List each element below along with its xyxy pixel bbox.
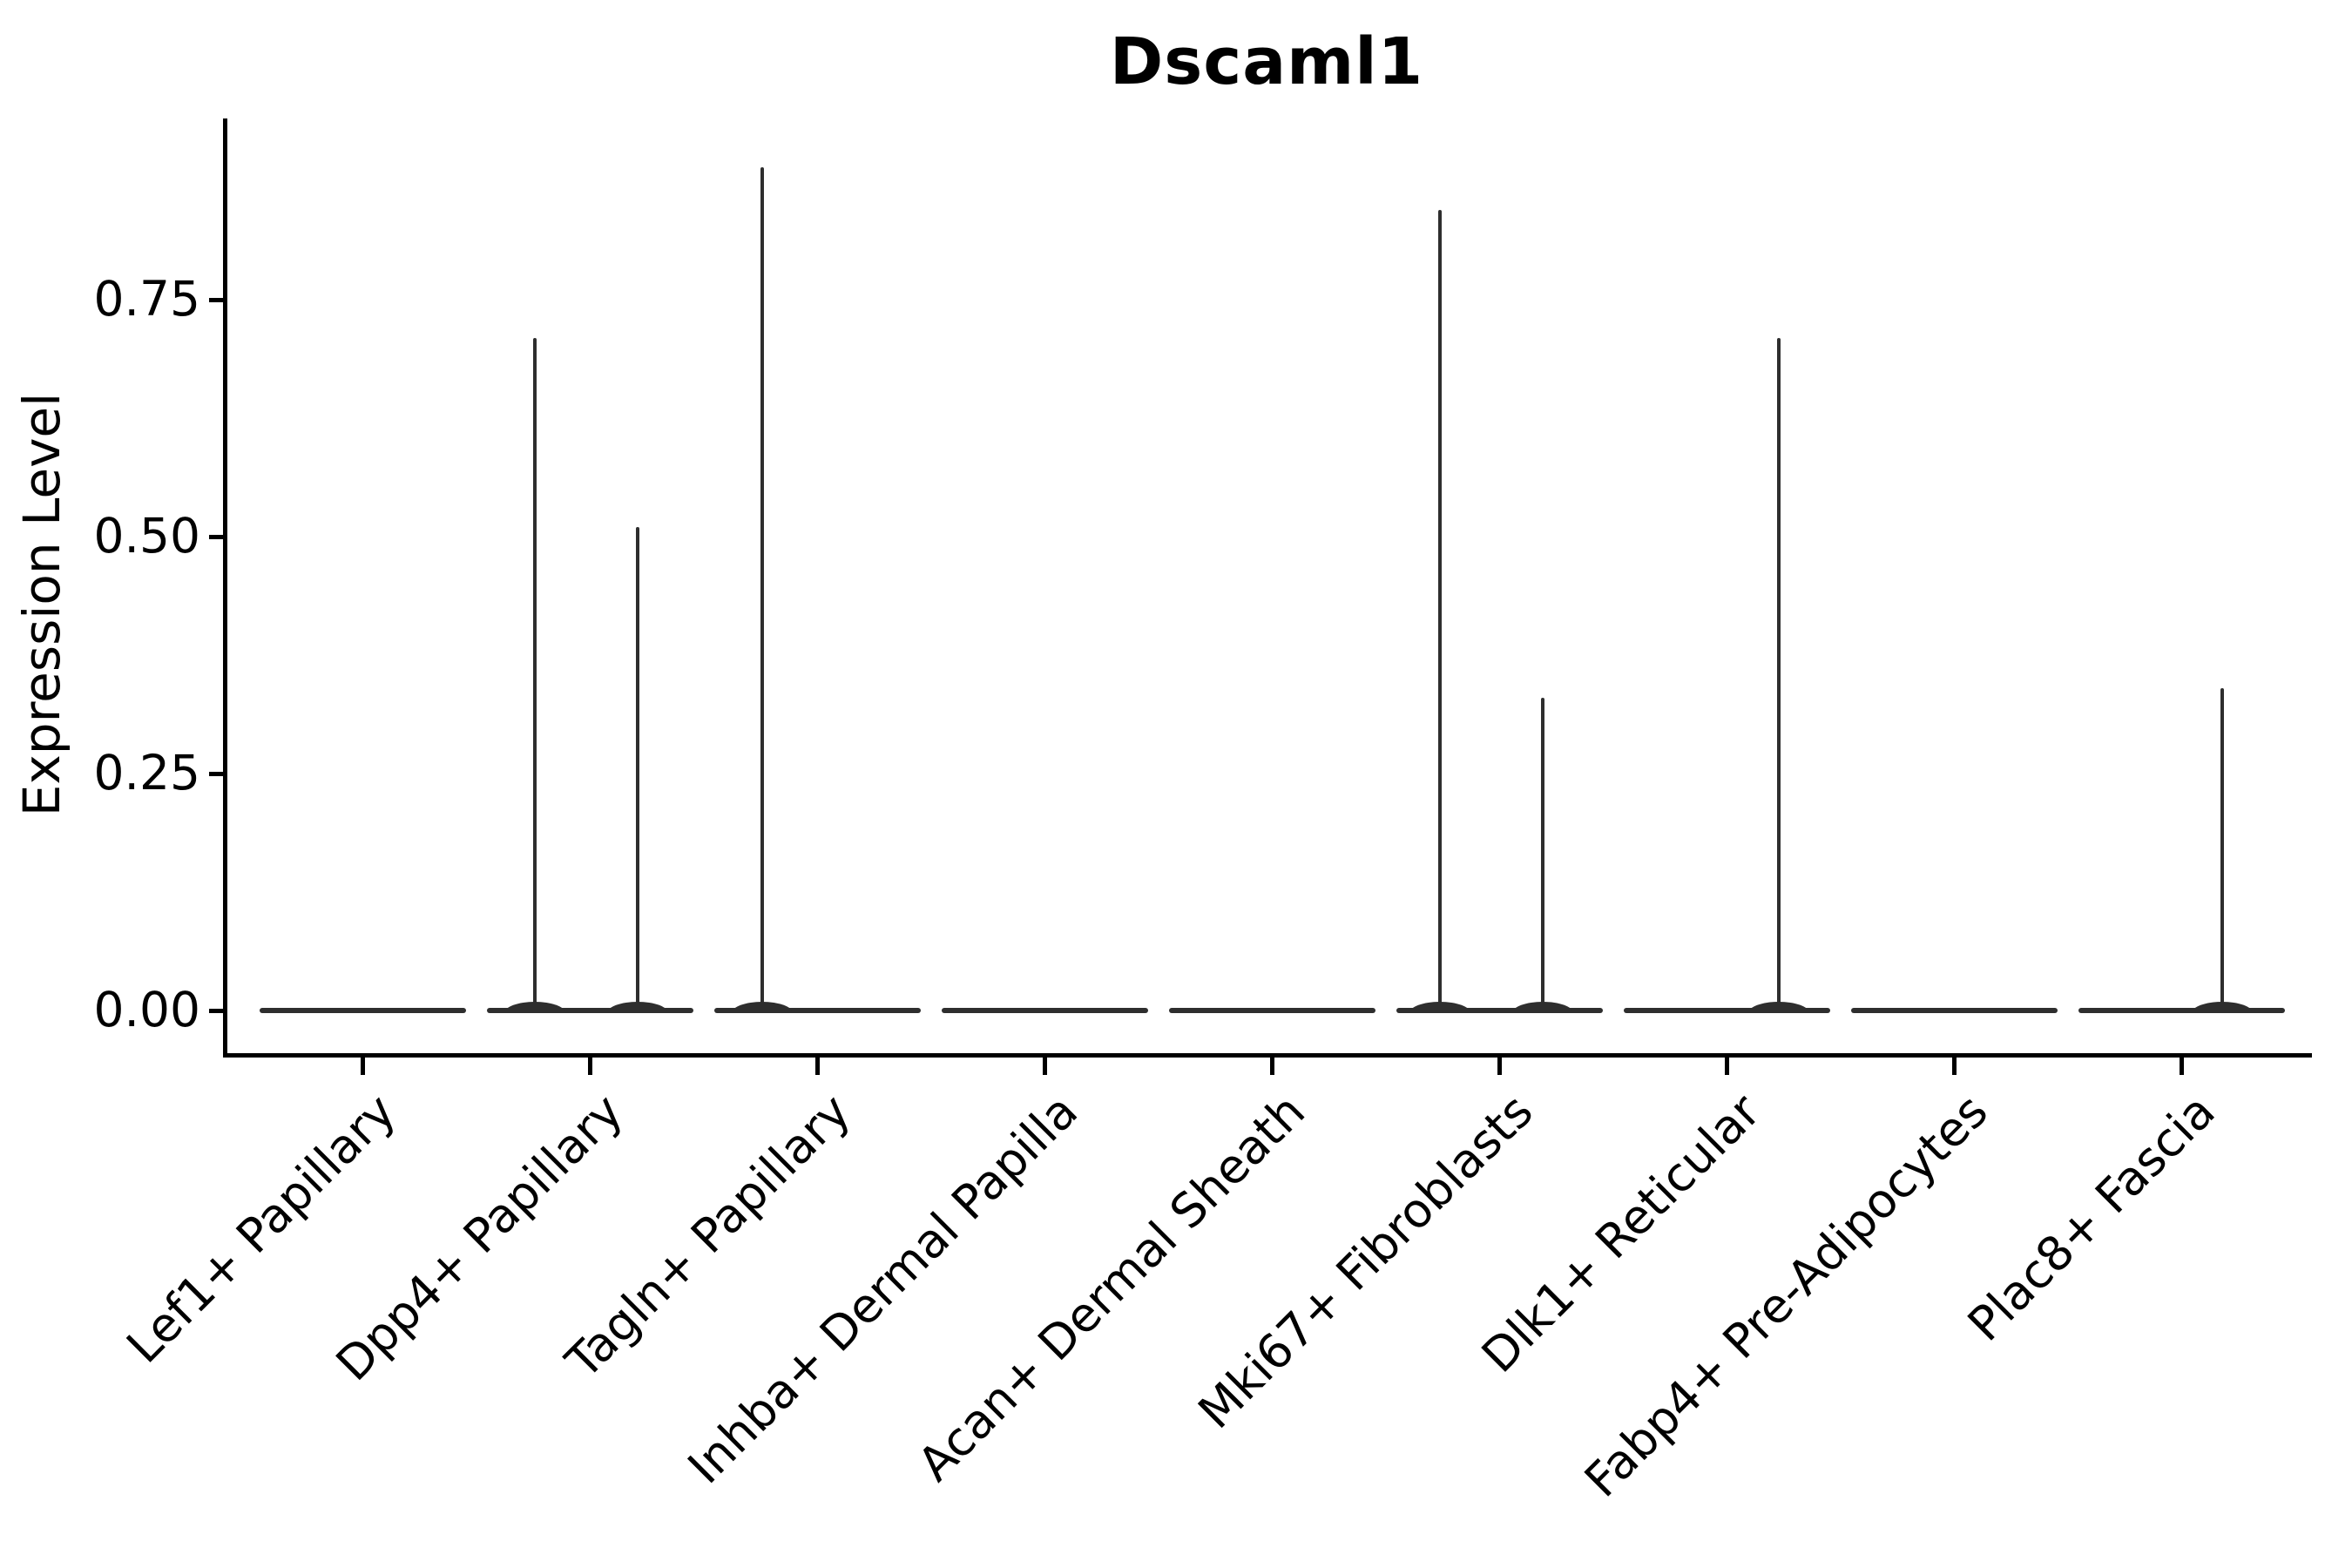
violin-body <box>486 1008 693 1013</box>
x-tick-mark <box>815 1058 820 1075</box>
x-tick-label: Inhba+ Dermal Papilla <box>678 1083 1089 1495</box>
x-tick-mark <box>1952 1058 1957 1075</box>
violin-spike <box>1777 337 1781 1013</box>
chart-title: Dscaml1 <box>1109 24 1424 99</box>
x-tick-mark <box>361 1058 365 1075</box>
y-tick-label: 0.25 <box>93 745 200 801</box>
y-axis-spine <box>223 118 227 1058</box>
violin-body <box>2078 1008 2285 1013</box>
x-tick-mark <box>1043 1058 1047 1075</box>
x-tick-mark <box>2180 1058 2184 1075</box>
violin-body <box>941 1008 1148 1013</box>
y-tick-mark <box>209 535 223 539</box>
y-tick-mark <box>209 1009 223 1013</box>
y-tick-label: 0.00 <box>93 982 200 1037</box>
y-tick-label: 0.50 <box>93 508 200 564</box>
violin-spike <box>635 527 639 1013</box>
violin-body <box>259 1008 466 1013</box>
violin-body <box>713 1008 921 1013</box>
x-tick-mark <box>1497 1058 1502 1075</box>
violin-spike <box>760 166 765 1013</box>
y-tick-mark <box>209 298 223 302</box>
y-tick-mark <box>209 772 223 776</box>
violin-body <box>1850 1008 2058 1013</box>
y-tick-label: 0.75 <box>93 271 200 327</box>
violin-spike <box>533 337 537 1013</box>
violin-body <box>1396 1008 1603 1013</box>
violin-spike <box>2220 688 2224 1013</box>
x-tick-mark <box>1270 1058 1274 1075</box>
x-tick-label: Fabp4+ Pre-Adipocytes <box>1573 1083 1998 1508</box>
violin-body <box>1623 1008 1830 1013</box>
x-tick-mark <box>1725 1058 1729 1075</box>
x-tick-label: Acan+ Dermal Sheath <box>907 1083 1316 1492</box>
violin-spike <box>1540 697 1544 1013</box>
violin-body <box>1168 1008 1375 1013</box>
x-tick-mark <box>588 1058 592 1075</box>
violin-spike <box>1438 209 1443 1013</box>
x-tick-label: Plac8+ Fascia <box>1957 1083 2226 1352</box>
x-axis-spine <box>223 1053 2312 1058</box>
